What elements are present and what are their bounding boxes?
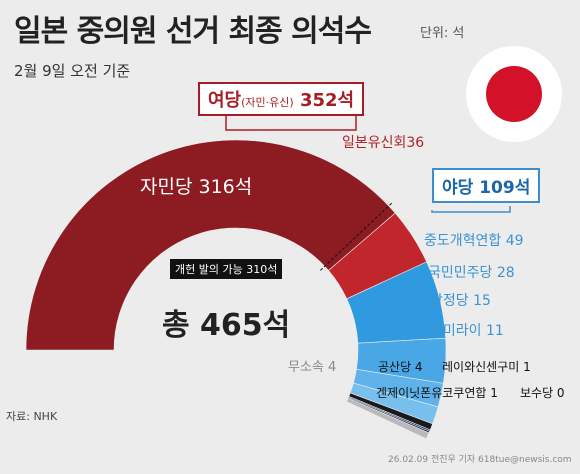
source-label: 자료: NHK: [6, 410, 58, 423]
label-ishin: 일본유신회36: [342, 135, 425, 151]
ruling-seats: 352석: [299, 90, 355, 111]
footer-credit: 26.02.09 전진우 기자 618tue@newsis.com: [388, 455, 572, 465]
label-mirai: 팀미라이 11: [430, 323, 504, 339]
ruling-members: (자민·유신): [241, 96, 294, 109]
label-genzei: 겐제이닛폰유코쿠연합 1: [376, 386, 498, 400]
label-dpfp: 국민민주당 28: [428, 265, 515, 281]
label-independent: 무소속 4: [288, 360, 337, 375]
opposition-bracket: [431, 206, 511, 213]
ruling-bracket: [225, 114, 300, 131]
label-cdp: 중도개혁연합 49: [424, 233, 524, 249]
label-reiwa: 레이와신센구미 1: [442, 360, 531, 374]
japan-flag-icon: [466, 46, 562, 142]
ruling-bracket-right: [300, 114, 357, 131]
arc-slice-10: [346, 397, 430, 440]
chart-title: 일본 중의원 선거 최종 의석수: [14, 14, 372, 49]
label-jcp: 공산당 4: [378, 360, 423, 374]
label-ldp: 자민당 316석: [140, 176, 253, 198]
threshold-label: 개헌 발의 가능 310석: [170, 259, 283, 279]
opposition-label: 야당: [442, 178, 474, 198]
opposition-seats: 109석: [479, 178, 531, 198]
unit-label: 단위: 석: [420, 26, 465, 41]
label-hoshu: 보수당 0: [520, 386, 565, 400]
threshold-line: [320, 202, 393, 271]
label-sanseito: 참정당 15: [430, 293, 491, 309]
ruling-bloc-box: 여당(자민·유신) 352석: [198, 82, 365, 116]
arc-slice-0: [25, 139, 396, 351]
total-label: 총 465석: [162, 308, 291, 343]
ruling-label: 여당: [208, 90, 242, 111]
subtitle: 2월 9일 오전 기준: [14, 62, 131, 80]
opposition-bloc-box: 야당 109석: [432, 168, 541, 203]
